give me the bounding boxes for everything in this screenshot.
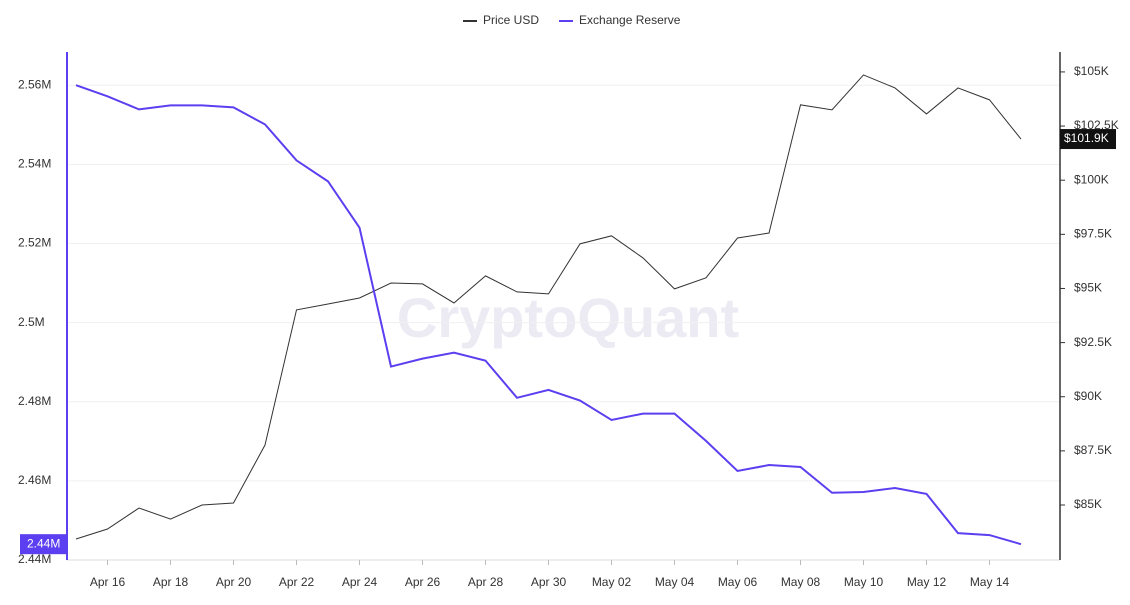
x-tick-label: Apr 22	[279, 575, 315, 589]
x-tick-label: Apr 20	[216, 575, 252, 589]
series-line	[75, 84, 1022, 546]
y-tick-label: 2.52M	[18, 236, 51, 250]
y-tick-label: 2.48M	[18, 394, 51, 408]
y2-tick-label: $85K	[1074, 497, 1102, 511]
x-tick-label: Apr 28	[468, 575, 504, 589]
x-tick-label: May 06	[718, 575, 758, 589]
x-tick-label: Apr 26	[405, 575, 441, 589]
y2-tick-label: $105K	[1074, 64, 1109, 78]
y2-tick-label: $92.5K	[1074, 335, 1112, 349]
y-tick-label: 2.5M	[18, 315, 45, 329]
y-tick-label: 2.56M	[18, 77, 51, 91]
y2-tick-label: $102.5K	[1074, 118, 1119, 132]
x-tick-label: Apr 16	[90, 575, 126, 589]
x-tick-label: May 10	[844, 575, 884, 589]
x-tick-label: May 04	[655, 575, 695, 589]
y2-tick-label: $90K	[1074, 389, 1102, 403]
x-tick-label: Apr 24	[342, 575, 378, 589]
x-tick-label: May 02	[592, 575, 632, 589]
x-tick-label: May 12	[907, 575, 947, 589]
value-label: 2.44M	[27, 536, 60, 550]
legend: Price USD Exchange Reserve	[463, 13, 681, 27]
y2-tick-label: $100K	[1074, 172, 1109, 186]
y2-tick-label: $97.5K	[1074, 226, 1112, 240]
x-tick-label: Apr 30	[531, 575, 567, 589]
x-tick-label: May 08	[781, 575, 821, 589]
y-tick-label: 2.44M	[18, 552, 51, 566]
watermark: CryptoQuant	[397, 286, 739, 349]
y2-tick-label: $95K	[1074, 281, 1102, 295]
legend-label: Price USD	[483, 13, 539, 27]
y-tick-label: 2.46M	[18, 473, 51, 487]
legend-label: Exchange Reserve	[579, 13, 681, 27]
y-tick-label: 2.54M	[18, 157, 51, 171]
value-badge	[1060, 129, 1116, 150]
x-tick-label: May 14	[970, 575, 1010, 589]
value-label: $101.9K	[1064, 131, 1109, 145]
series-line	[75, 74, 1022, 540]
value-badge	[20, 534, 67, 555]
y2-tick-label: $87.5K	[1074, 443, 1112, 457]
x-tick-label: Apr 18	[153, 575, 189, 589]
